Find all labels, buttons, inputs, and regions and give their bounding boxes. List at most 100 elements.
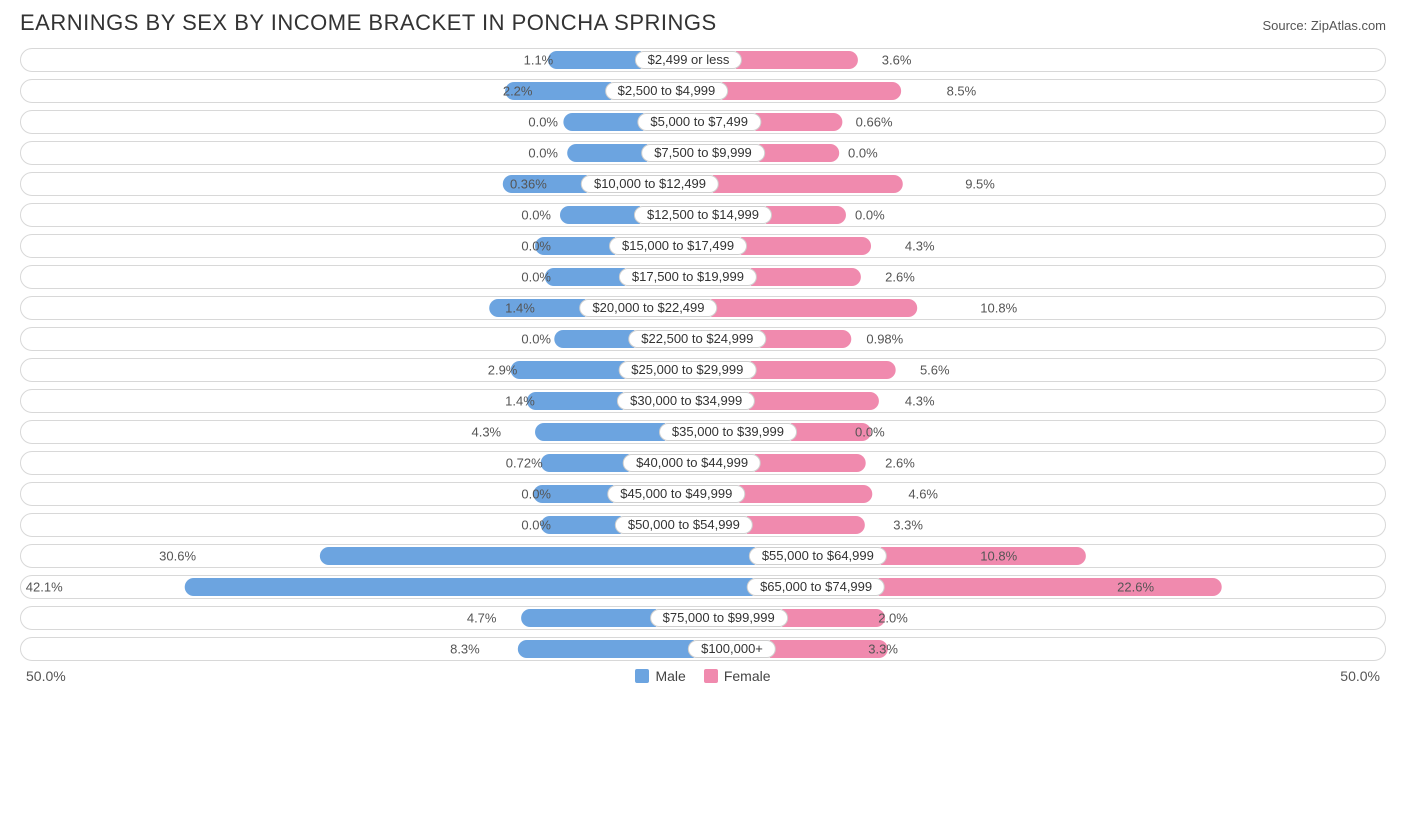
male-value-label: 0.0% bbox=[528, 146, 558, 161]
chart-row: $5,000 to $7,499 0.0% 0.66% bbox=[20, 110, 1386, 134]
legend-swatch-female bbox=[704, 669, 718, 683]
chart-row: $100,000+8.3%3.3% bbox=[20, 637, 1386, 661]
diverging-bar-chart: $2,499 or less 1.1% 3.6% $2,500 to $4,9992.… bbox=[20, 48, 1386, 661]
female-bar bbox=[736, 51, 858, 69]
legend-label-male: Male bbox=[655, 668, 685, 684]
male-value-label: 0.36% bbox=[510, 177, 547, 192]
female-bar bbox=[751, 268, 861, 286]
male-bar bbox=[541, 516, 621, 534]
male-value-label: 1.1% bbox=[524, 53, 554, 68]
category-label: $30,000 to $34,999 bbox=[617, 392, 755, 410]
chart-header: EARNINGS BY SEX BY INCOME BRACKET IN PON… bbox=[20, 10, 1386, 36]
male-bar bbox=[545, 268, 625, 286]
category-label: $40,000 to $44,999 bbox=[623, 454, 761, 472]
chart-row-inner: $7,500 to $9,999 bbox=[567, 144, 839, 162]
male-value-label: 1.4% bbox=[505, 394, 535, 409]
female-value-label: 2.6% bbox=[885, 456, 915, 471]
chart-row-inner: $45,000 to $49,999 bbox=[533, 485, 872, 503]
category-label: $7,500 to $9,999 bbox=[641, 144, 765, 162]
male-bar bbox=[541, 454, 629, 472]
female-value-label: 2.0% bbox=[878, 611, 908, 626]
category-label: $55,000 to $64,999 bbox=[749, 547, 887, 565]
chart-row: $2,500 to $4,9992.2%8.5% bbox=[20, 79, 1386, 103]
chart-row: $10,000 to $12,4990.36%9.5% bbox=[20, 172, 1386, 196]
legend-label-female: Female bbox=[724, 668, 771, 684]
category-label: $2,499 or less bbox=[635, 51, 743, 69]
category-label: $17,500 to $19,999 bbox=[619, 268, 757, 286]
female-bar bbox=[755, 454, 865, 472]
chart-row-inner: $2,499 or less bbox=[548, 51, 858, 69]
male-value-label: 0.0% bbox=[528, 115, 558, 130]
chart-row-inner: $10,000 to $12,499 bbox=[503, 175, 903, 193]
male-value-label: 0.0% bbox=[521, 239, 551, 254]
female-bar bbox=[755, 113, 843, 131]
category-label: $100,000+ bbox=[688, 640, 776, 658]
male-bar bbox=[567, 144, 647, 162]
category-label: $12,500 to $14,999 bbox=[634, 206, 772, 224]
chart-row-inner: $20,000 to $22,499 bbox=[489, 299, 917, 317]
female-bar bbox=[749, 392, 879, 410]
male-value-label: 1.4% bbox=[505, 301, 535, 316]
male-value-label: 4.7% bbox=[467, 611, 497, 626]
male-value-label: 30.6% bbox=[159, 549, 196, 564]
female-bar bbox=[879, 578, 1221, 596]
female-bar bbox=[722, 82, 901, 100]
female-bar bbox=[713, 175, 903, 193]
chart-row: $25,000 to $29,9992.9%5.6% bbox=[20, 358, 1386, 382]
legend-swatch-male bbox=[635, 669, 649, 683]
chart-row-inner: $75,000 to $99,999 bbox=[521, 609, 885, 627]
female-value-label: 8.5% bbox=[947, 84, 977, 99]
male-value-label: 4.3% bbox=[471, 425, 501, 440]
male-bar bbox=[535, 423, 665, 441]
female-bar bbox=[747, 516, 865, 534]
male-value-label: 0.0% bbox=[521, 332, 551, 347]
chart-row: $45,000 to $49,9990.0%4.6% bbox=[20, 482, 1386, 506]
chart-row: $75,000 to $99,999 4.7% 2.0% bbox=[20, 606, 1386, 630]
male-bar bbox=[185, 578, 753, 596]
female-value-label: 22.6% bbox=[1117, 580, 1154, 595]
category-label: $65,000 to $74,999 bbox=[747, 578, 885, 596]
female-value-label: 0.0% bbox=[855, 425, 885, 440]
chart-title: EARNINGS BY SEX BY INCOME BRACKET IN PON… bbox=[20, 10, 717, 36]
chart-row-inner: $22,500 to $24,999 bbox=[554, 330, 851, 348]
chart-row-inner: $25,000 to $29,999 bbox=[511, 361, 896, 379]
category-label: $5,000 to $7,499 bbox=[637, 113, 761, 131]
chart-row: $22,500 to $24,9990.0%0.98% bbox=[20, 327, 1386, 351]
legend-male: Male bbox=[635, 668, 685, 684]
legend-female: Female bbox=[704, 668, 771, 684]
male-value-label: 0.0% bbox=[521, 208, 551, 223]
female-bar bbox=[759, 144, 839, 162]
female-value-label: 5.6% bbox=[920, 363, 950, 378]
female-value-label: 0.0% bbox=[855, 208, 885, 223]
female-bar bbox=[741, 237, 871, 255]
female-value-label: 0.0% bbox=[848, 146, 878, 161]
male-bar bbox=[521, 609, 656, 627]
chart-row: $40,000 to $44,9990.72%2.6% bbox=[20, 451, 1386, 475]
category-label: $50,000 to $54,999 bbox=[615, 516, 753, 534]
male-bar bbox=[554, 330, 634, 348]
male-value-label: 42.1% bbox=[26, 580, 63, 595]
male-bar bbox=[511, 361, 625, 379]
female-value-label: 3.6% bbox=[882, 53, 912, 68]
chart-row-inner: $17,500 to $19,999 bbox=[545, 268, 861, 286]
legend: Male Female bbox=[635, 668, 770, 684]
chart-row-inner: $50,000 to $54,999 bbox=[541, 516, 865, 534]
chart-row-inner: $15,000 to $17,499 bbox=[535, 237, 871, 255]
male-value-label: 0.0% bbox=[521, 487, 551, 502]
female-bar bbox=[760, 330, 851, 348]
chart-row: $65,000 to $74,999 42.1% 22.6% bbox=[20, 575, 1386, 599]
female-value-label: 10.8% bbox=[980, 301, 1017, 316]
category-label: $15,000 to $17,499 bbox=[609, 237, 747, 255]
category-label: $22,500 to $24,999 bbox=[628, 330, 766, 348]
chart-row: $20,000 to $22,4991.4% 10.8% bbox=[20, 296, 1386, 320]
female-value-label: 0.66% bbox=[856, 115, 893, 130]
female-value-label: 3.3% bbox=[893, 518, 923, 533]
chart-row: $35,000 to $39,999 4.3% 0.0% bbox=[20, 420, 1386, 444]
female-value-label: 2.6% bbox=[885, 270, 915, 285]
category-label: $35,000 to $39,999 bbox=[659, 423, 797, 441]
chart-row: $2,499 or less 1.1% 3.6% bbox=[20, 48, 1386, 72]
chart-row-inner: $12,500 to $14,999 bbox=[560, 206, 846, 224]
female-value-label: 3.3% bbox=[868, 642, 898, 657]
chart-row-inner: $30,000 to $34,999 bbox=[527, 392, 879, 410]
chart-footer: 50.0% Male Female 50.0% bbox=[20, 668, 1386, 684]
